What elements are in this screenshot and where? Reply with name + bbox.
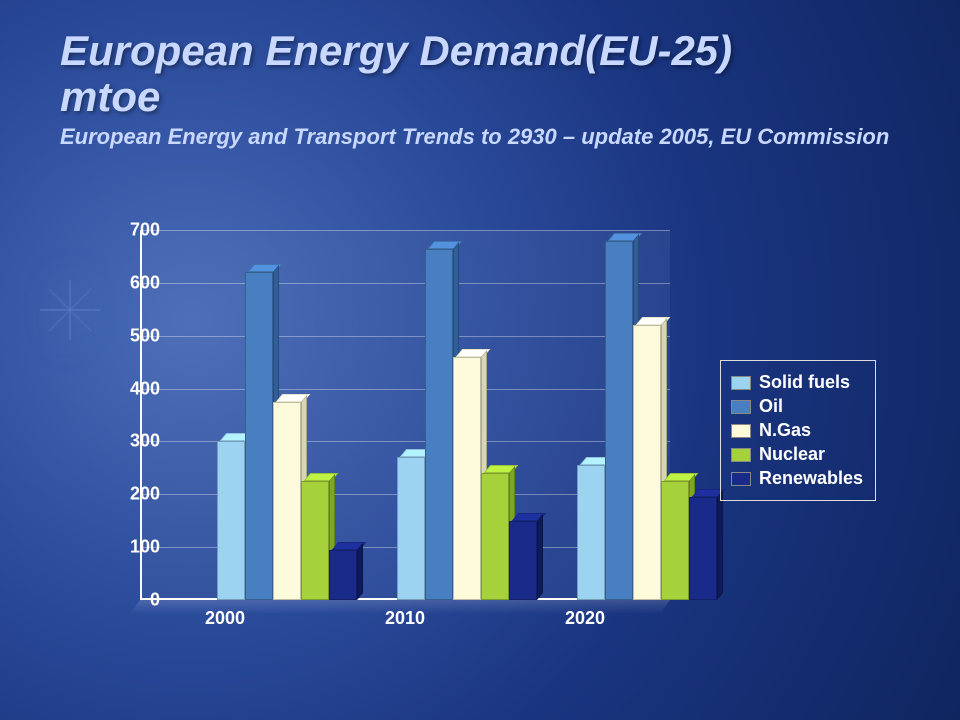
legend-swatch (731, 472, 751, 486)
y-axis-label: 600 (110, 272, 160, 293)
bar (273, 402, 301, 600)
y-axis-label: 700 (110, 220, 160, 241)
x-axis-label: 2020 (515, 608, 655, 629)
legend-item-solid-fuels: Solid fuels (731, 372, 863, 393)
bar (633, 325, 661, 600)
bar (453, 357, 481, 600)
legend-swatch (731, 400, 751, 414)
y-axis-label: 300 (110, 431, 160, 452)
legend-item-ngas: N.Gas (731, 420, 863, 441)
bar (661, 481, 689, 600)
chart-subtitle: European Energy and Transport Trends to … (60, 124, 900, 150)
bar (245, 272, 273, 600)
y-axis-label: 100 (110, 537, 160, 558)
legend-swatch (731, 448, 751, 462)
bar (397, 457, 425, 600)
y-axis-label: 400 (110, 378, 160, 399)
legend-item-renewables: Renewables (731, 468, 863, 489)
y-axis-label: 500 (110, 325, 160, 346)
legend-label: Solid fuels (759, 372, 850, 393)
bar (689, 497, 717, 600)
legend-swatch (731, 424, 751, 438)
bar (481, 473, 509, 600)
legend-label: Nuclear (759, 444, 825, 465)
y-axis-label: 0 (110, 590, 160, 611)
bar (329, 550, 357, 600)
legend-label: Oil (759, 396, 783, 417)
bar (605, 241, 633, 600)
chart-area: 0100200300400500600700 200020102020 (80, 230, 700, 650)
bar (301, 481, 329, 600)
chart-title: European Energy Demand(EU-25) (60, 28, 900, 74)
legend-label: Renewables (759, 468, 863, 489)
legend-item-oil: Oil (731, 396, 863, 417)
legend-item-nuclear: Nuclear (731, 444, 863, 465)
plot-area (140, 230, 670, 600)
legend-swatch (731, 376, 751, 390)
legend: Solid fuels Oil N.Gas Nuclear Renewables (720, 360, 876, 501)
bar (425, 249, 453, 601)
x-axis-label: 2000 (155, 608, 295, 629)
x-axis-label: 2010 (335, 608, 475, 629)
bars-container (202, 230, 732, 600)
title-block: European Energy Demand(EU-25) mtoe Europ… (60, 28, 900, 150)
legend-label: N.Gas (759, 420, 811, 441)
bar (509, 521, 537, 600)
y-axis-label: 200 (110, 484, 160, 505)
bar (577, 465, 605, 600)
chart-unit: mtoe (60, 74, 900, 120)
bar (217, 441, 245, 600)
